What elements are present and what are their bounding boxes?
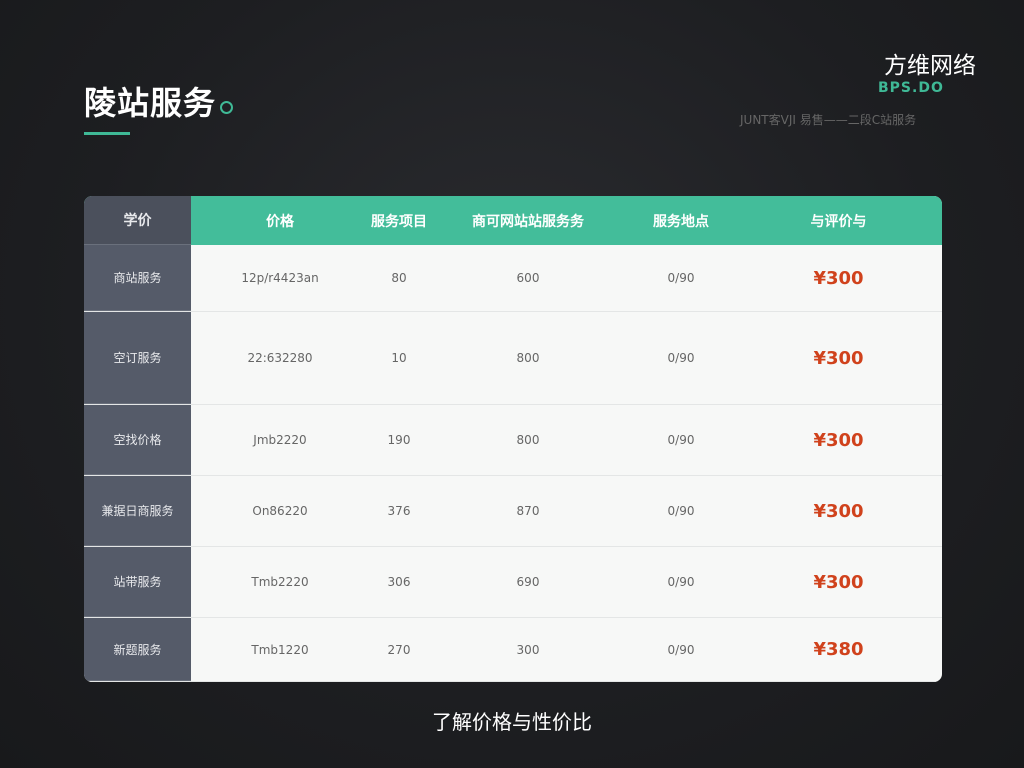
table-cell: 0/90 bbox=[667, 351, 695, 365]
table-row: 空找价格 Jmb2220 190 800 0/90 ¥300 bbox=[84, 405, 942, 476]
table-cell: On86220 bbox=[252, 504, 308, 518]
title-underline bbox=[84, 132, 130, 135]
price-cell: ¥300 bbox=[813, 267, 864, 289]
table-row: 空订服务 22:632280 10 800 0/90 ¥300 bbox=[84, 312, 942, 405]
brand-sub: BPS.DO bbox=[878, 80, 944, 96]
table-row: 新题服务 Tmb1220 270 300 0/90 ¥380 bbox=[84, 618, 942, 682]
brand-name: 方维网络 bbox=[884, 53, 976, 79]
column-header: 学价 bbox=[84, 196, 191, 245]
table-cell: 690 bbox=[516, 575, 540, 589]
column-header: 与评价与 bbox=[810, 213, 867, 230]
table-cell: 306 bbox=[387, 575, 411, 589]
row-label: 新题服务 bbox=[84, 618, 191, 681]
column-header: 价格 bbox=[266, 213, 294, 230]
table-cell: 12p/r4423an bbox=[241, 271, 319, 285]
table-cell: 376 bbox=[387, 504, 411, 518]
table-row: 兼据日商服务 On86220 376 870 0/90 ¥300 bbox=[84, 476, 942, 547]
table-cell: Jmb2220 bbox=[253, 433, 307, 447]
price-cell: ¥300 bbox=[813, 347, 864, 369]
table-cell: Tmb1220 bbox=[251, 642, 309, 657]
row-label: 空订服务 bbox=[84, 312, 191, 404]
price-cell: ¥300 bbox=[813, 571, 864, 593]
table-cell: 22:632280 bbox=[247, 351, 313, 365]
row-label: 兼据日商服务 bbox=[84, 476, 191, 546]
table-cell: 270 bbox=[387, 642, 411, 657]
table-cell: 0/90 bbox=[667, 642, 695, 657]
table-cell: 190 bbox=[387, 433, 411, 447]
table-cell: 300 bbox=[516, 642, 540, 657]
table-cell: 870 bbox=[516, 504, 540, 518]
price-table: 学价 价格 服务项目 商可网站站服务务 服务地点 与评价与 商站服务 12p/r4423an… bbox=[84, 196, 942, 682]
row-label: 空找价格 bbox=[84, 405, 191, 475]
table-cell: 80 bbox=[391, 271, 407, 285]
table-cell: 600 bbox=[516, 271, 540, 285]
brand-tagline: JUNT客VJI 易售——二段C站服务 bbox=[740, 113, 917, 127]
table-row: 商站服务 12p/r4423an 80 600 0/90 ¥300 bbox=[84, 245, 942, 312]
table-cell: 0/90 bbox=[667, 575, 695, 589]
table-cell: 0/90 bbox=[667, 433, 695, 447]
price-cell: ¥300 bbox=[813, 500, 864, 522]
column-header: 商可网站站服务务 bbox=[472, 213, 584, 230]
table-cell: Tmb2220 bbox=[251, 575, 309, 589]
table-cell: 0/90 bbox=[667, 504, 695, 518]
column-header: 服务地点 bbox=[653, 213, 709, 230]
table-cell: 800 bbox=[516, 351, 540, 365]
price-cell: ¥300 bbox=[813, 429, 864, 451]
circle-icon bbox=[220, 101, 234, 114]
table-header: 学价 价格 服务项目 商可网站站服务务 服务地点 与评价与 bbox=[84, 196, 942, 245]
table-cell: 0/90 bbox=[667, 271, 695, 285]
table-row: 站带服务 Tmb2220 306 690 0/90 ¥300 bbox=[84, 547, 942, 618]
row-label: 商站服务 bbox=[84, 245, 191, 311]
page-title: 陵站服务 bbox=[84, 78, 234, 124]
table-cell: 800 bbox=[516, 433, 540, 447]
row-label: 站带服务 bbox=[84, 547, 191, 617]
table-cell: 10 bbox=[391, 351, 407, 365]
caption: 了解价格与性价比 bbox=[432, 710, 592, 734]
column-header: 服务项目 bbox=[371, 213, 427, 230]
price-cell: ¥380 bbox=[813, 639, 864, 660]
